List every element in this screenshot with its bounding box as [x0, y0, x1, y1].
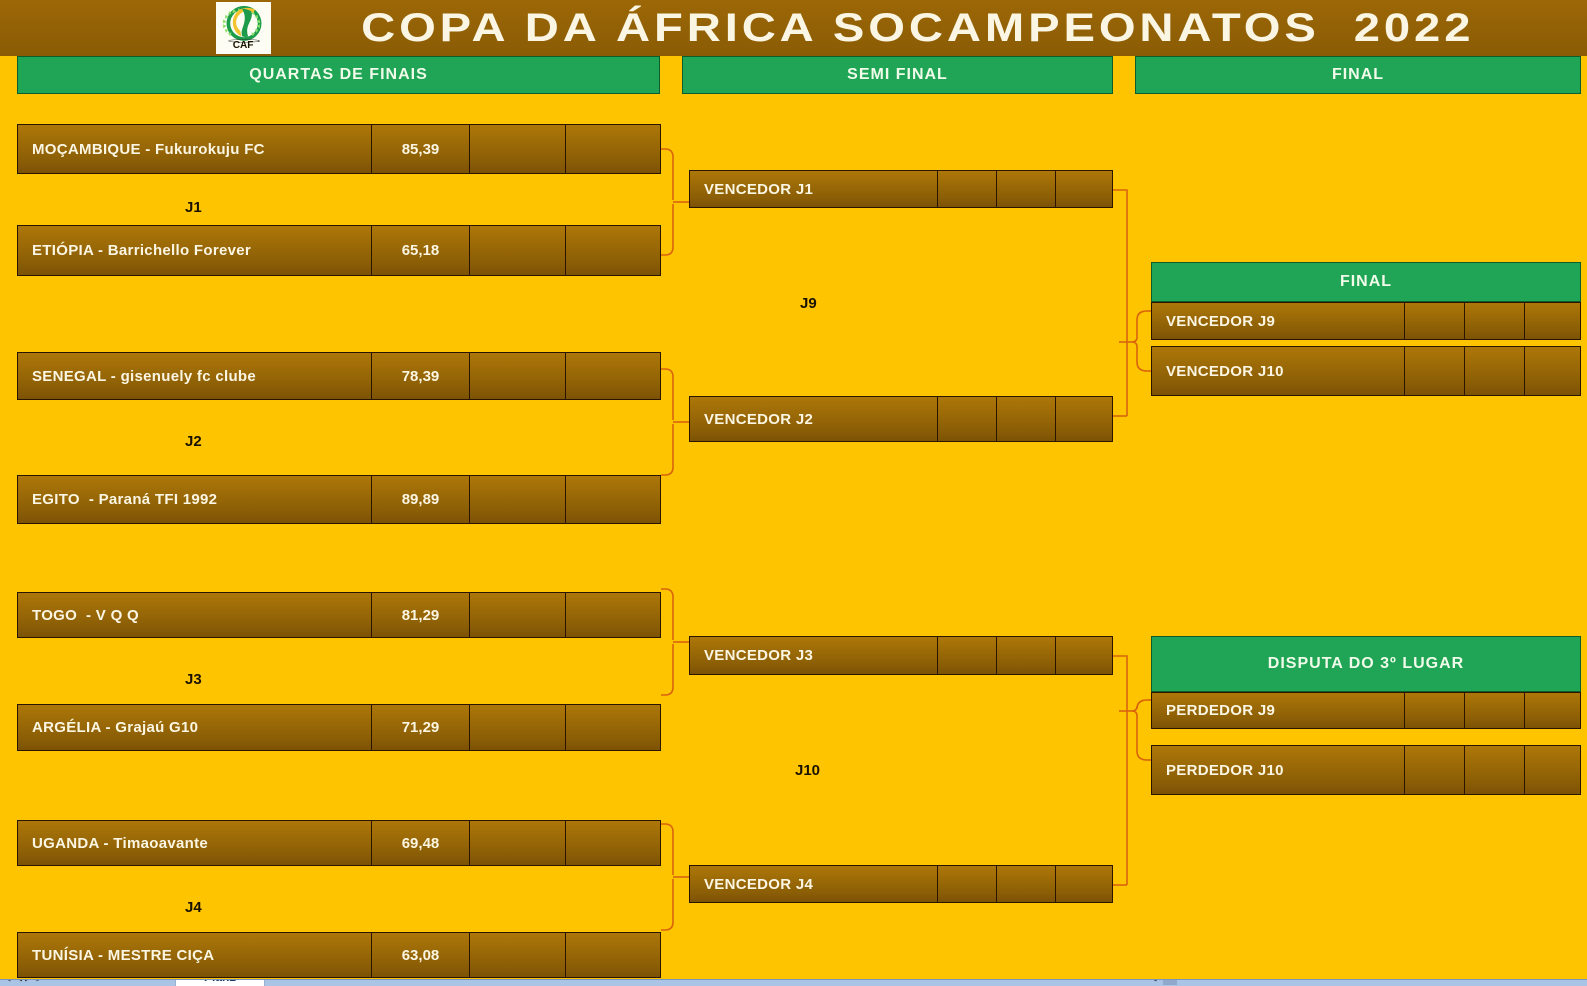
- svg-text:CAF: CAF: [232, 40, 253, 51]
- svg-text:°: °: [257, 40, 259, 45]
